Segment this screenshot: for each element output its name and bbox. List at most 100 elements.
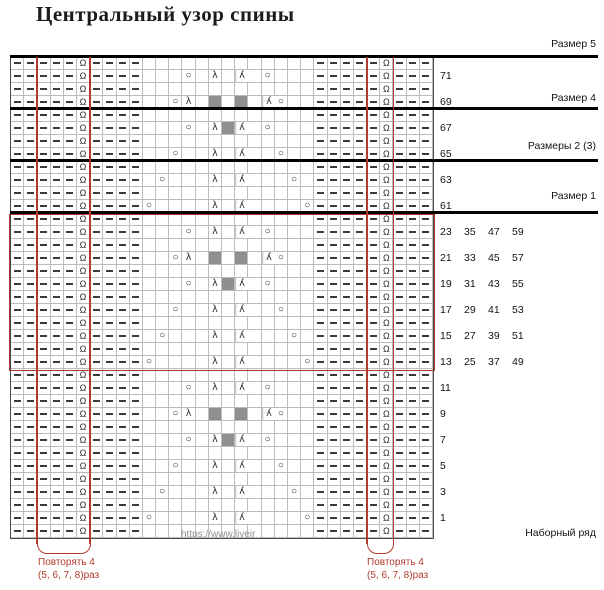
chart-cell [24, 421, 38, 434]
chart-cell [274, 70, 288, 83]
chart-cell [222, 499, 236, 512]
chart-cell: Ω [76, 83, 91, 96]
chart-cell [129, 421, 143, 434]
chart-cell [287, 122, 302, 135]
chart-cell: ○ [274, 304, 288, 317]
chart-cell [129, 460, 143, 473]
chart-cell: λ [235, 174, 249, 187]
chart-cell [235, 343, 249, 356]
chart-cell [248, 226, 262, 239]
chart-cell: Ω [76, 434, 91, 447]
chart-cell [287, 135, 302, 148]
chart-cell [208, 317, 222, 330]
chart-cell: λ [261, 408, 275, 421]
chart-cell: Ω [380, 447, 394, 460]
chart-cell [222, 434, 236, 447]
chart-cell: ○ [287, 486, 302, 499]
chart-cell [248, 434, 262, 447]
chart-cell: Ω [76, 408, 91, 421]
chart-cell [116, 83, 130, 96]
chart-cell [182, 213, 196, 226]
chart-cell [419, 109, 433, 122]
chart-cell [103, 109, 117, 122]
chart-cell [90, 525, 104, 538]
chart-cell [327, 187, 341, 200]
chart-cell [274, 356, 288, 369]
chart-cell [37, 395, 51, 408]
chart-cell [90, 395, 104, 408]
chart-cell [142, 486, 157, 499]
chart-cell [235, 161, 249, 174]
chart-cell [169, 213, 183, 226]
chart-cell [222, 447, 236, 460]
chart-cell [169, 226, 183, 239]
chart-cell [287, 499, 302, 512]
repeat-caption-left-line2: (5, 6, 7, 8)раз [38, 570, 100, 581]
chart-cell [208, 187, 222, 200]
chart-cell [129, 382, 143, 395]
chart-cell [142, 278, 157, 291]
chart-cell [11, 460, 25, 473]
chart-cell [235, 395, 249, 408]
chart-cell [261, 447, 275, 460]
chart-cell [90, 57, 104, 70]
chart-cell [393, 57, 407, 70]
chart-cell [182, 135, 196, 148]
chart-cell [235, 213, 249, 226]
chart-cell: ○ [301, 512, 315, 525]
chart-cell [393, 434, 407, 447]
chart-cell [129, 525, 143, 538]
chart-cell [340, 174, 354, 187]
chart-cell [314, 57, 328, 70]
chart-cell [327, 395, 341, 408]
chart-cell [274, 369, 288, 382]
chart-cell [182, 460, 196, 473]
chart-cell [222, 473, 236, 486]
chart-cell [169, 512, 183, 525]
chart-cell: Ω [380, 187, 394, 200]
chart-cell [274, 512, 288, 525]
chart-cell [156, 252, 170, 265]
chart-cell [287, 395, 302, 408]
chart-cell [353, 187, 368, 200]
chart-cell [367, 109, 381, 122]
chart-cell [142, 421, 157, 434]
chart-cell [367, 486, 381, 499]
chart-cell [287, 213, 302, 226]
chart-cell [419, 525, 433, 538]
chart-cell [24, 512, 38, 525]
chart-cell [287, 525, 302, 538]
chart-cell [63, 447, 77, 460]
chart-cell [37, 83, 51, 96]
chart-cell [393, 109, 407, 122]
chart-cell [37, 473, 51, 486]
chart-cell [156, 109, 170, 122]
chart-cell [129, 486, 143, 499]
chart-cell [129, 109, 143, 122]
chart-cell [116, 187, 130, 200]
chart-cell [11, 486, 25, 499]
chart-cell [116, 174, 130, 187]
chart-cell [327, 83, 341, 96]
chart-cell [222, 356, 236, 369]
chart-cell [248, 122, 262, 135]
chart-cell [419, 460, 433, 473]
chart-cell [90, 408, 104, 421]
chart-cell: Ω [380, 57, 394, 70]
size-label-4: Размер 4 [551, 92, 596, 104]
chart-cell: ○ [182, 226, 196, 239]
chart-cell [419, 421, 433, 434]
chart-cell [50, 382, 64, 395]
chart-cell [353, 434, 368, 447]
chart-cell [222, 161, 236, 174]
chart-cell [327, 122, 341, 135]
chart-cell [261, 109, 275, 122]
chart-cell [37, 174, 51, 187]
chart-cell [393, 122, 407, 135]
chart-cell: ○ [287, 330, 302, 343]
chart-cell [274, 525, 288, 538]
size-label-1: Размер 1 [551, 190, 596, 202]
chart-cell [367, 512, 381, 525]
chart-cell [353, 57, 368, 70]
chart-cell [37, 187, 51, 200]
